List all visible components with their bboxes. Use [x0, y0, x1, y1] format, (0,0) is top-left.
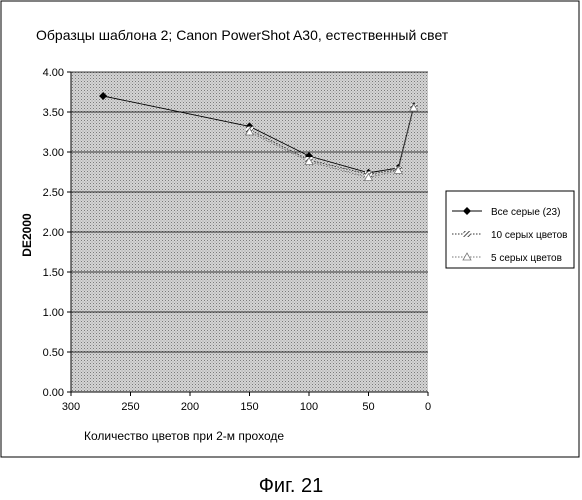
- x-tick-label: 250: [121, 401, 139, 413]
- y-tick-label: 2.50: [43, 187, 64, 199]
- x-axis-label: Количество цветов при 2-м проходе: [84, 429, 284, 443]
- y-tick-label: 0.00: [43, 387, 64, 399]
- y-tick-label: 0.50: [43, 347, 64, 359]
- x-tick-label: 50: [362, 401, 374, 413]
- legend-marker: [464, 231, 471, 237]
- y-tick-label: 3.00: [43, 147, 64, 159]
- figure-caption: Фиг. 21: [259, 475, 324, 497]
- x-tick-label: 100: [300, 401, 318, 413]
- y-tick-label: 2.00: [43, 227, 64, 239]
- legend-label: Все серые (23): [491, 207, 560, 218]
- chart-title: Образцы шаблона 2; Canon PowerShot A30, …: [36, 27, 449, 43]
- legend-label: 10 серых цветов: [491, 230, 568, 241]
- x-tick-label: 200: [181, 401, 199, 413]
- y-tick-label: 3.50: [43, 107, 64, 119]
- y-axis-label: DE2000: [20, 213, 34, 257]
- legend-label: 5 серых цветов: [491, 253, 562, 264]
- y-tick-label: 4.00: [43, 67, 64, 79]
- x-tick-label: 150: [240, 401, 258, 413]
- y-tick-label: 1.50: [43, 267, 64, 279]
- y-tick-label: 1.00: [43, 307, 64, 319]
- x-tick-label: 0: [425, 401, 431, 413]
- legend: Все серые (23) 10 серых цветов 5 серых цве…: [446, 191, 574, 268]
- x-tick-label: 300: [62, 401, 80, 413]
